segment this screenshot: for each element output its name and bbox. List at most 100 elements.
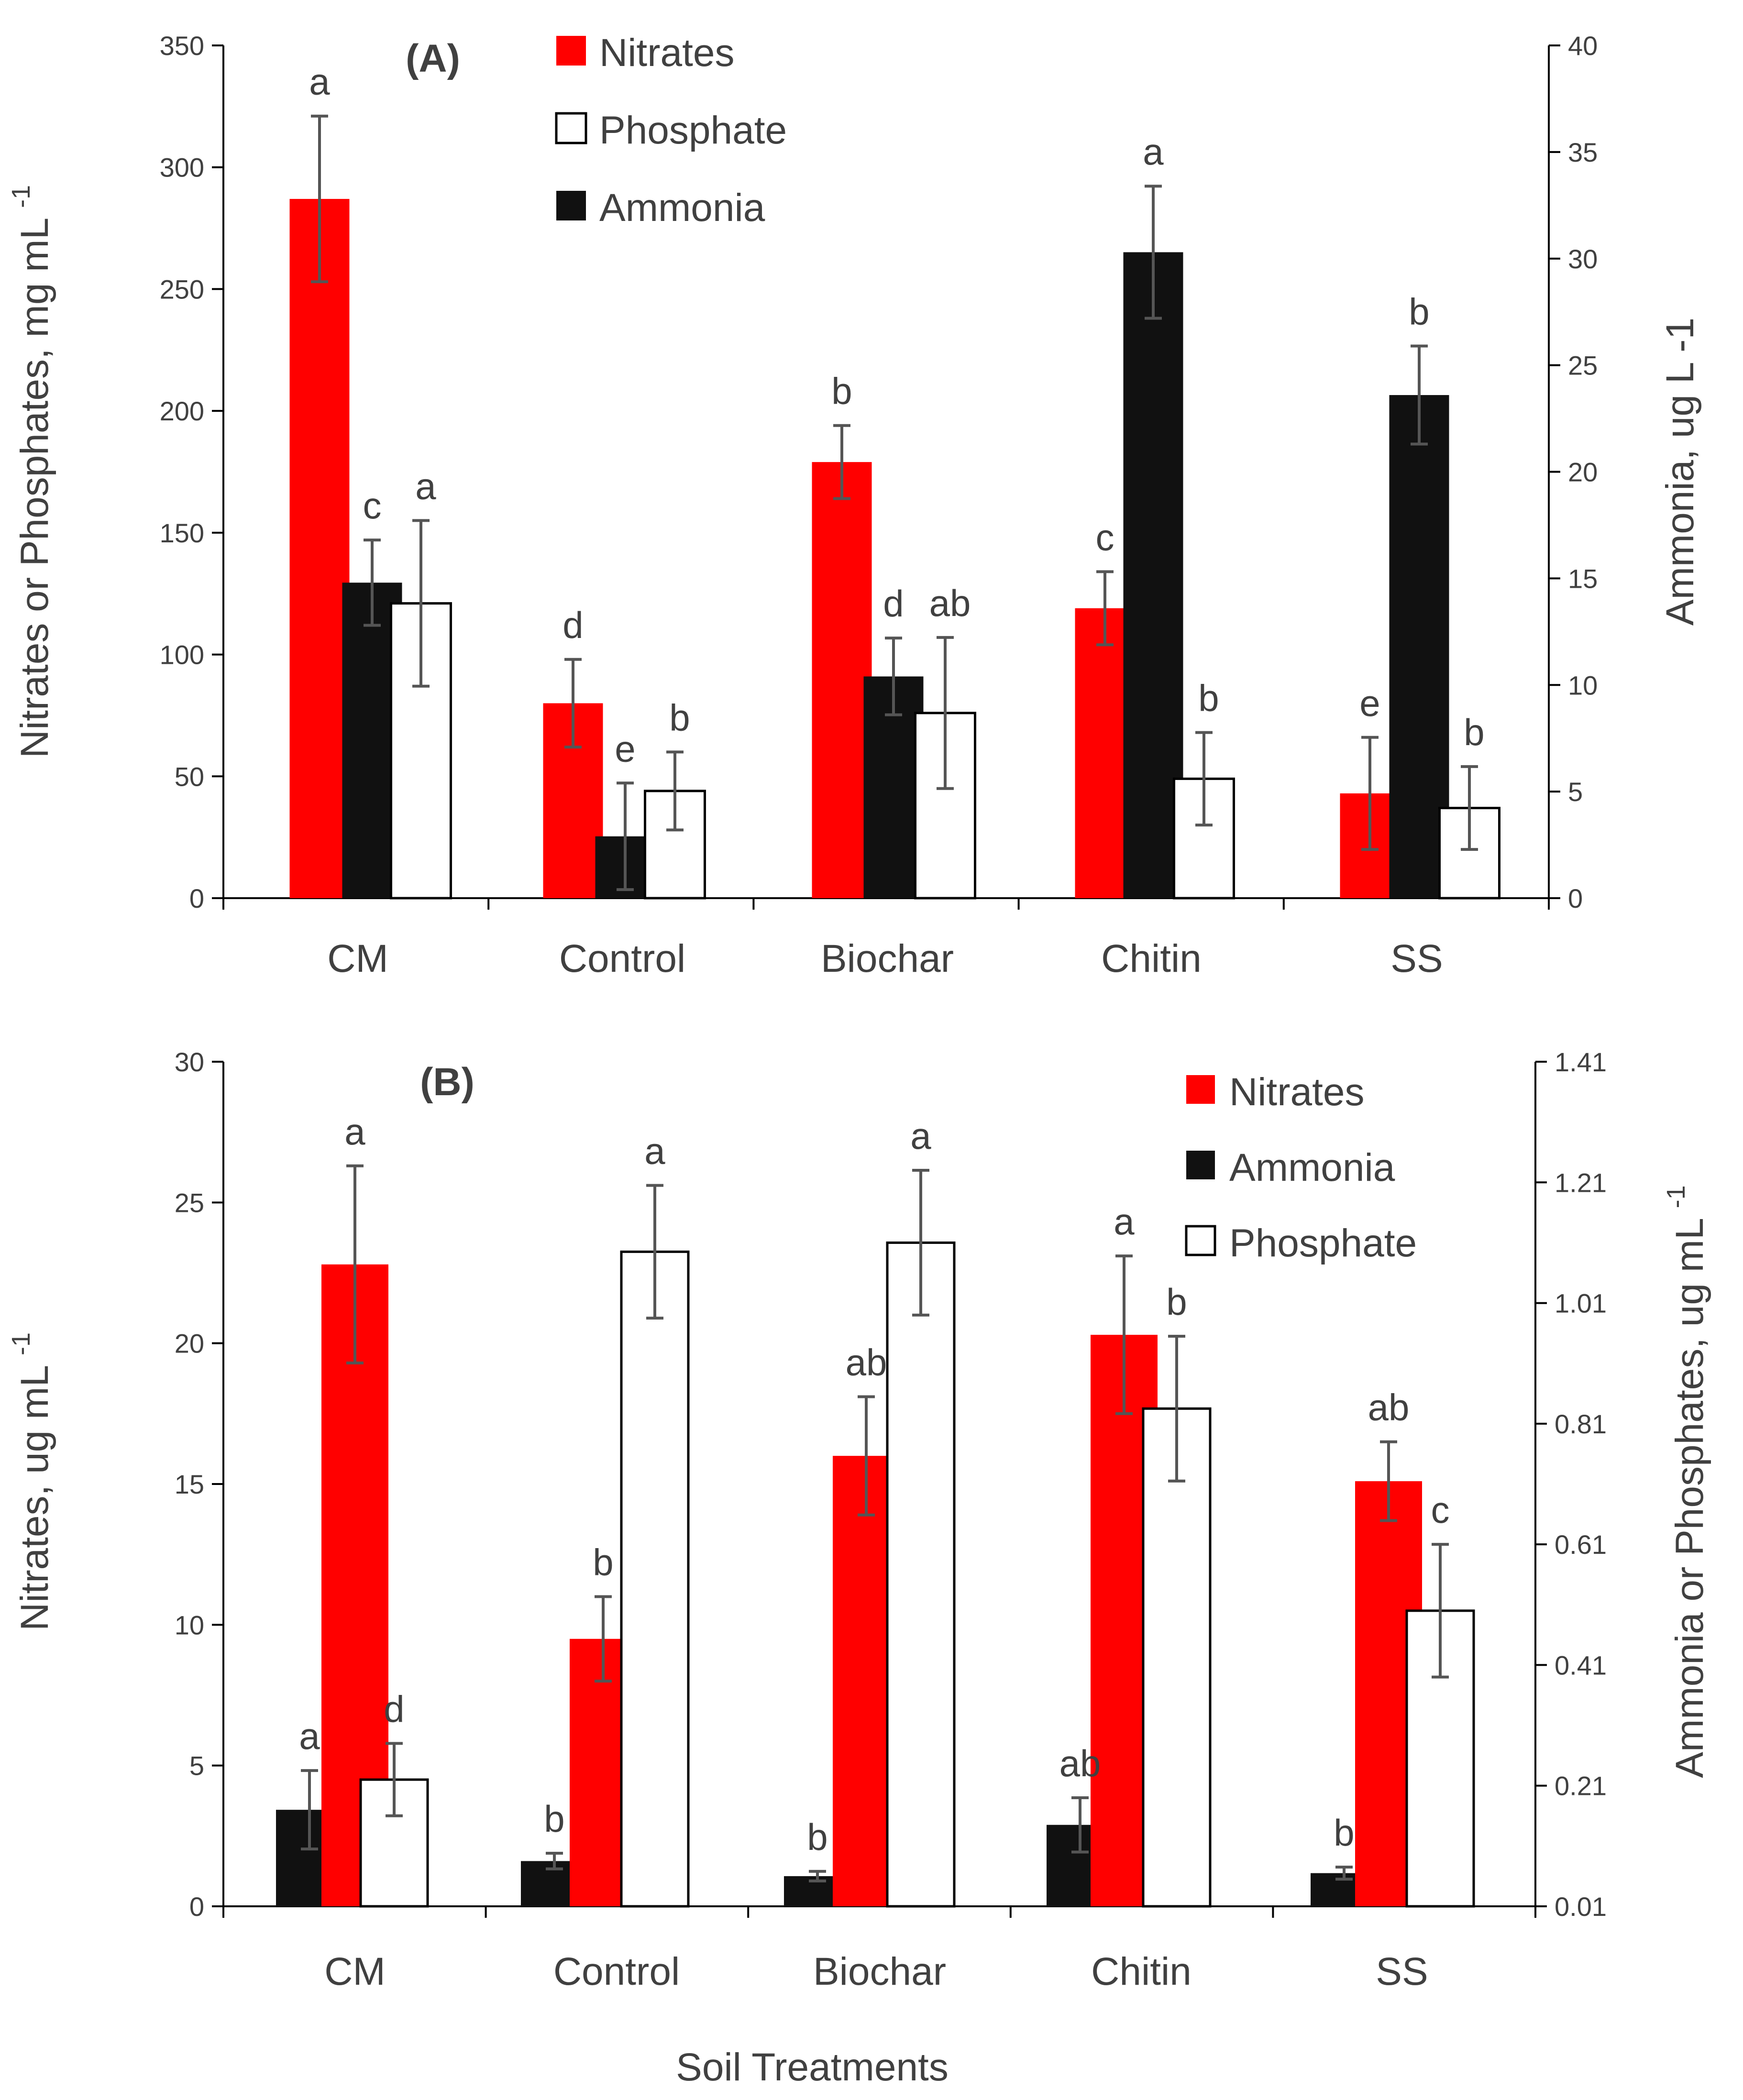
significance-letter: ab — [1368, 1386, 1410, 1429]
bar-nitrates-biochar — [812, 462, 872, 898]
significance-letter: a — [415, 465, 436, 507]
x-category-label: Chitin — [1101, 937, 1202, 980]
right-y-tick-label: 20 — [1568, 457, 1598, 487]
x-category-label: Control — [559, 937, 685, 980]
bar-phosphate-cm — [390, 602, 452, 900]
legend-swatch-phosphate — [555, 112, 587, 144]
bar-phosphate-control — [620, 1250, 690, 1908]
right-y-tick-label: 1.01 — [1555, 1288, 1607, 1319]
right-y-tick-label: 0.61 — [1555, 1529, 1607, 1560]
significance-letter: a — [910, 1115, 931, 1157]
left-y-axis-title-superscript: -1 — [7, 185, 35, 208]
left-y-tick-label: 0 — [189, 883, 204, 913]
left-y-tick-label: 5 — [189, 1751, 204, 1781]
legend-label-ammonia: Ammonia — [599, 186, 765, 230]
left-y-axis-title-text: Nitrates or Phosphates, mg mL — [13, 218, 56, 758]
left-y-tick-label: 200 — [160, 396, 204, 426]
panel-label: (B) — [420, 1060, 474, 1104]
significance-letter: b — [544, 1798, 564, 1840]
significance-letter: c — [1096, 516, 1114, 558]
legend-swatch-nitrates — [1186, 1075, 1215, 1104]
significance-letter: e — [615, 727, 635, 770]
panel-a-chart: 0 50 100 150 200 250 300 350 0 5 10 15 20 25 30 35 40 CM C… — [7, 31, 1702, 980]
panel-b-chart: 0 5 10 15 20 25 30 0.01 0.21 0.41 0.61 0.81 1.01 1.21… — [7, 1047, 1711, 1993]
left-y-tick-label: 0 — [189, 1891, 204, 1922]
right-y-tick-label: 1.41 — [1555, 1047, 1607, 1077]
significance-letter: b — [1464, 711, 1484, 753]
right-y-tick-label: 0.21 — [1555, 1771, 1607, 1801]
legend-label-ammonia: Ammonia — [1229, 1146, 1395, 1189]
significance-letter: a — [299, 1715, 320, 1757]
right-y-tick-label: 0.41 — [1555, 1650, 1607, 1680]
legend-label-nitrates: Nitrates — [599, 31, 735, 75]
right-y-axis-title: Ammonia or Phosphates, ug mL -1 — [1662, 1185, 1711, 1778]
x-category-label: Chitin — [1091, 1950, 1191, 1993]
significance-letter: b — [669, 696, 690, 738]
significance-letter: a — [1143, 131, 1164, 173]
legend-swatch-phosphate — [1185, 1225, 1216, 1256]
bar-phosphate-chitin — [1142, 1407, 1212, 1908]
significance-letter: a — [644, 1130, 665, 1172]
significance-letter: b — [1409, 291, 1429, 333]
left-y-tick-label: 15 — [175, 1469, 204, 1499]
left-y-tick-label: 50 — [175, 761, 204, 792]
left-y-tick-label: 10 — [175, 1610, 204, 1640]
x-category-label: SS — [1390, 937, 1443, 980]
significance-letter: a — [309, 61, 330, 103]
x-category-label: Control — [553, 1950, 680, 1993]
significance-letter: ab — [929, 582, 971, 624]
left-y-axis-title: Nitrates or Phosphates, mg mL -1 — [7, 185, 56, 758]
right-y-tick-label: 35 — [1568, 137, 1598, 167]
bar-phosphate-biochar — [886, 1241, 956, 1908]
left-y-tick-label: 300 — [160, 153, 204, 183]
significance-letter: c — [1431, 1489, 1450, 1531]
bar-nitrates-cm — [289, 198, 350, 899]
right-y-axis-title-text: Ammonia or Phosphates, ug mL — [1668, 1218, 1711, 1778]
x-category-label: Biochar — [821, 937, 954, 980]
left-y-tick-label: 100 — [160, 640, 204, 670]
left-y-axis-title: Nitrates, ug mL -1 — [7, 1332, 56, 1631]
right-y-tick-label: 10 — [1568, 670, 1598, 700]
significance-letter: ab — [846, 1341, 887, 1384]
significance-letter: ab — [1059, 1742, 1101, 1784]
significance-letter: d — [883, 583, 904, 625]
left-y-tick-label: 150 — [160, 518, 204, 548]
left-y-axis-title-superscript: -1 — [7, 1332, 35, 1355]
significance-letter: b — [1166, 1281, 1187, 1323]
right-y-tick-label: 5 — [1568, 777, 1583, 807]
left-y-tick-label: 30 — [175, 1047, 204, 1077]
right-y-axis-title: Ammonia, ug L -1 — [1658, 318, 1702, 626]
right-y-tick-label: 0.81 — [1555, 1409, 1607, 1439]
significance-letter: b — [1198, 677, 1219, 719]
right-y-tick-label: 0 — [1568, 883, 1583, 913]
left-y-axis-title-text: Nitrates, ug mL — [13, 1365, 56, 1631]
significance-letter: d — [563, 604, 583, 646]
right-y-axis-title-superscript: -1 — [1662, 1185, 1690, 1208]
significance-letter: a — [1114, 1200, 1135, 1242]
significance-letter: d — [384, 1688, 404, 1730]
significance-letter: b — [831, 370, 852, 412]
x-category-label: SS — [1376, 1950, 1428, 1993]
significance-letter: b — [593, 1541, 613, 1583]
right-y-tick-label: 25 — [1568, 351, 1598, 381]
x-axis-title: Soil Treatments — [676, 2045, 949, 2089]
right-y-axis-title-text: Ammonia, ug L -1 — [1658, 318, 1702, 626]
significance-letter: a — [344, 1110, 365, 1153]
right-y-tick-label: 1.21 — [1555, 1167, 1607, 1198]
right-y-tick-label: 0.01 — [1555, 1891, 1607, 1922]
left-y-tick-label: 250 — [160, 274, 204, 304]
significance-letter: b — [807, 1816, 827, 1858]
legend-label-phosphate: Phosphate — [1229, 1221, 1417, 1265]
panel-label: (A) — [406, 37, 460, 80]
left-y-tick-label: 25 — [175, 1187, 204, 1218]
legend-swatch-nitrates — [556, 36, 586, 66]
legend-label-nitrates: Nitrates — [1229, 1070, 1365, 1114]
left-y-tick-label: 350 — [160, 31, 204, 61]
significance-letter: c — [363, 484, 382, 527]
significance-letter: e — [1359, 682, 1380, 724]
right-y-tick-label: 30 — [1568, 244, 1598, 274]
x-category-label: CM — [327, 937, 388, 980]
left-y-tick-label: 20 — [175, 1329, 204, 1359]
x-category-label: CM — [324, 1950, 386, 1993]
